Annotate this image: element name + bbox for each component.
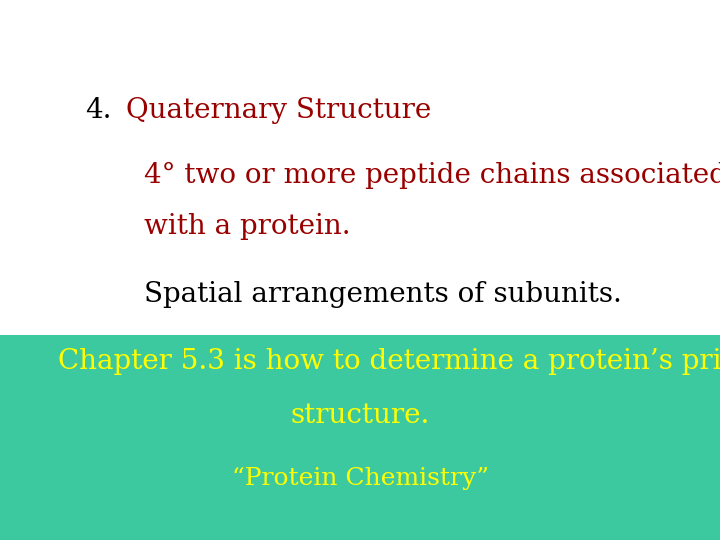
Text: structure.: structure. xyxy=(290,402,430,429)
Text: with a protein.: with a protein. xyxy=(144,213,351,240)
Text: 4° two or more peptide chains associated: 4° two or more peptide chains associated xyxy=(144,162,720,189)
Text: Spatial arrangements of subunits.: Spatial arrangements of subunits. xyxy=(144,281,622,308)
Text: Quaternary Structure: Quaternary Structure xyxy=(126,97,431,124)
Text: “Protein Chemistry”: “Protein Chemistry” xyxy=(232,467,488,490)
Text: 4.: 4. xyxy=(85,97,112,124)
FancyBboxPatch shape xyxy=(0,335,720,540)
Text: Chapter 5.3 is how to determine a protein’s primary: Chapter 5.3 is how to determine a protei… xyxy=(58,348,720,375)
